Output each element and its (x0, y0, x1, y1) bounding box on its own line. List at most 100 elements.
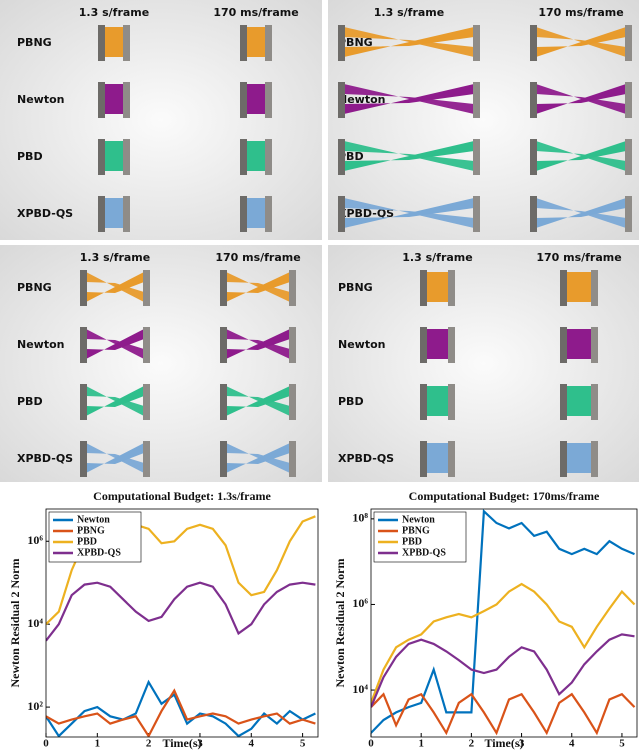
block-end (473, 196, 480, 232)
block-end (560, 384, 567, 420)
y-tick-label: 10⁶ (352, 596, 368, 610)
cloth (245, 84, 267, 114)
block-end (98, 196, 105, 232)
block-end (338, 25, 345, 61)
x-tick-label: 4 (249, 738, 255, 750)
block-end (530, 139, 537, 175)
row-label: PBNG (17, 281, 52, 294)
row-label: PBD (17, 150, 43, 163)
block-end (240, 196, 247, 232)
legend-label: Newton (402, 514, 435, 525)
cloth (565, 386, 593, 416)
block-end (473, 139, 480, 175)
row-label: Newton (17, 93, 64, 106)
legend-label: XPBD-QS (77, 547, 121, 558)
block-end (123, 25, 130, 61)
block-end (420, 441, 427, 477)
y-tick-label: 10⁸ (352, 511, 368, 525)
x-tick-label: 0 (43, 738, 49, 750)
block-end (289, 384, 296, 420)
page: 1.3 s/frame170 ms/framePBNGNewtonPBDXPBD… (0, 0, 639, 751)
block-end (625, 25, 632, 61)
row-label: PBD (17, 395, 43, 408)
series-line (371, 694, 635, 733)
y-tick-label: 10⁴ (27, 616, 43, 630)
column-label: 1.3 s/frame (79, 6, 149, 19)
block-end (220, 270, 227, 306)
block-end (420, 384, 427, 420)
legend-label: PBD (77, 536, 97, 547)
x-tick-label: 1 (95, 738, 101, 750)
block-end (448, 384, 455, 420)
cloth (103, 141, 125, 171)
x-tick-label: 5 (619, 738, 625, 750)
column-label: 170 ms/frame (215, 251, 300, 264)
block-end (80, 270, 87, 306)
block-end (625, 82, 632, 118)
block-end (338, 82, 345, 118)
block-end (98, 82, 105, 118)
block-end (289, 441, 296, 477)
block-end (473, 82, 480, 118)
block-end (265, 139, 272, 175)
y-tick-label: 10² (27, 699, 43, 713)
cloth (103, 84, 125, 114)
block-end (448, 270, 455, 306)
block-end (123, 196, 130, 232)
block-end (80, 441, 87, 477)
column-label: 1.3 s/frame (80, 251, 150, 264)
cloth (425, 386, 450, 416)
series-line (46, 691, 315, 737)
block-end (143, 270, 150, 306)
cloth (565, 272, 593, 302)
cloth (103, 27, 125, 57)
block-end (240, 82, 247, 118)
x-tick-label: 0 (368, 738, 374, 750)
block-end (591, 441, 598, 477)
block-end (220, 384, 227, 420)
legend-label: PBD (402, 536, 422, 547)
cloth (245, 198, 267, 228)
block-end (98, 25, 105, 61)
block-end (220, 441, 227, 477)
cloth (425, 272, 450, 302)
block-end (448, 441, 455, 477)
x-axis-label: Time(s) (162, 736, 201, 750)
x-tick-label: 3 (197, 738, 203, 750)
row-label: XPBD-QS (338, 452, 394, 465)
block-end (265, 82, 272, 118)
x-tick-label: 1 (418, 738, 424, 750)
block-end (560, 441, 567, 477)
row-label: PBD (338, 395, 364, 408)
block-end (591, 384, 598, 420)
column-label: 170 ms/frame (536, 251, 621, 264)
cloth (103, 198, 125, 228)
block-end (530, 196, 537, 232)
y-axis-label: Newton Residual 2 Norm (8, 559, 22, 688)
block-end (420, 327, 427, 363)
block-end (265, 196, 272, 232)
block-end (530, 82, 537, 118)
cloth (565, 443, 593, 473)
y-axis-label: Newton Residual 2 Norm (333, 559, 347, 688)
block-end (123, 139, 130, 175)
block-end (625, 196, 632, 232)
cloth (245, 27, 267, 57)
row-label: Newton (338, 338, 385, 351)
row-label: PBNG (338, 281, 373, 294)
block-end (530, 25, 537, 61)
block-end (560, 327, 567, 363)
block-end (265, 25, 272, 61)
series-line (46, 583, 315, 641)
legend-label: PBNG (402, 525, 430, 536)
block-end (289, 327, 296, 363)
block-end (591, 270, 598, 306)
row-label: Newton (17, 338, 64, 351)
legend-label: PBNG (77, 525, 105, 536)
block-end (591, 327, 598, 363)
chart-title: Computational Budget: 170ms/frame (409, 489, 600, 503)
block-end (289, 270, 296, 306)
x-tick-label: 3 (519, 738, 525, 750)
row-label: XPBD-QS (17, 207, 73, 220)
column-label: 170 ms/frame (538, 6, 623, 19)
